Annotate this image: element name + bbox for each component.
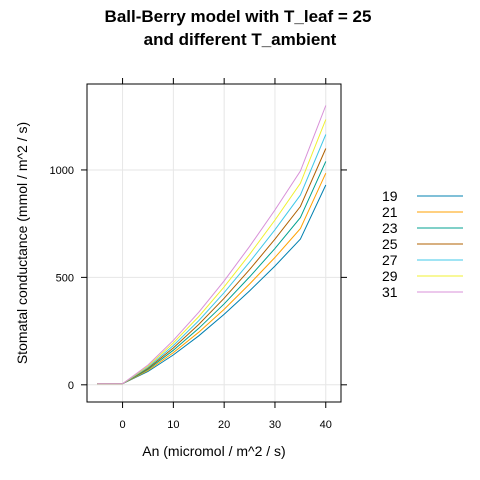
series-group	[97, 105, 327, 385]
grid	[87, 84, 341, 402]
x-tick-label: 30	[269, 419, 281, 431]
x-axis-label: An (micromol / m^2 / s)	[142, 443, 285, 459]
legend-label: 27	[382, 252, 398, 268]
chart-title-line-2: and different T_ambient	[144, 30, 337, 49]
series-line-23	[97, 161, 327, 385]
legend-label: 25	[382, 236, 398, 252]
series-line-21	[97, 172, 327, 385]
legend-label: 21	[382, 204, 398, 220]
x-tick-label: 0	[119, 419, 125, 431]
y-tick-label: 1000	[50, 165, 74, 177]
series-line-29	[97, 119, 327, 385]
legend-label: 23	[382, 220, 398, 236]
series-line-31	[97, 105, 327, 385]
series-line-27	[97, 134, 327, 385]
legend-label: 29	[382, 268, 398, 284]
y-tick-label: 0	[68, 380, 74, 392]
x-tick-label: 40	[320, 419, 332, 431]
y-axis-label: Stomatal conductance (mmol / m^2 / s)	[14, 122, 30, 364]
y-tick-label: 500	[56, 272, 74, 284]
x-tick-label: 10	[167, 419, 179, 431]
legend-label: 19	[382, 188, 398, 204]
series-line-19	[97, 184, 327, 385]
x-tick-label: 20	[218, 419, 230, 431]
legend-label: 31	[382, 284, 398, 300]
plot-frame	[86, 83, 342, 403]
axis-ticks: 0 10 20 30 40 0 500 1000	[50, 78, 347, 431]
chart-title-line-1: Ball-Berry model with T_leaf = 25	[105, 7, 372, 26]
